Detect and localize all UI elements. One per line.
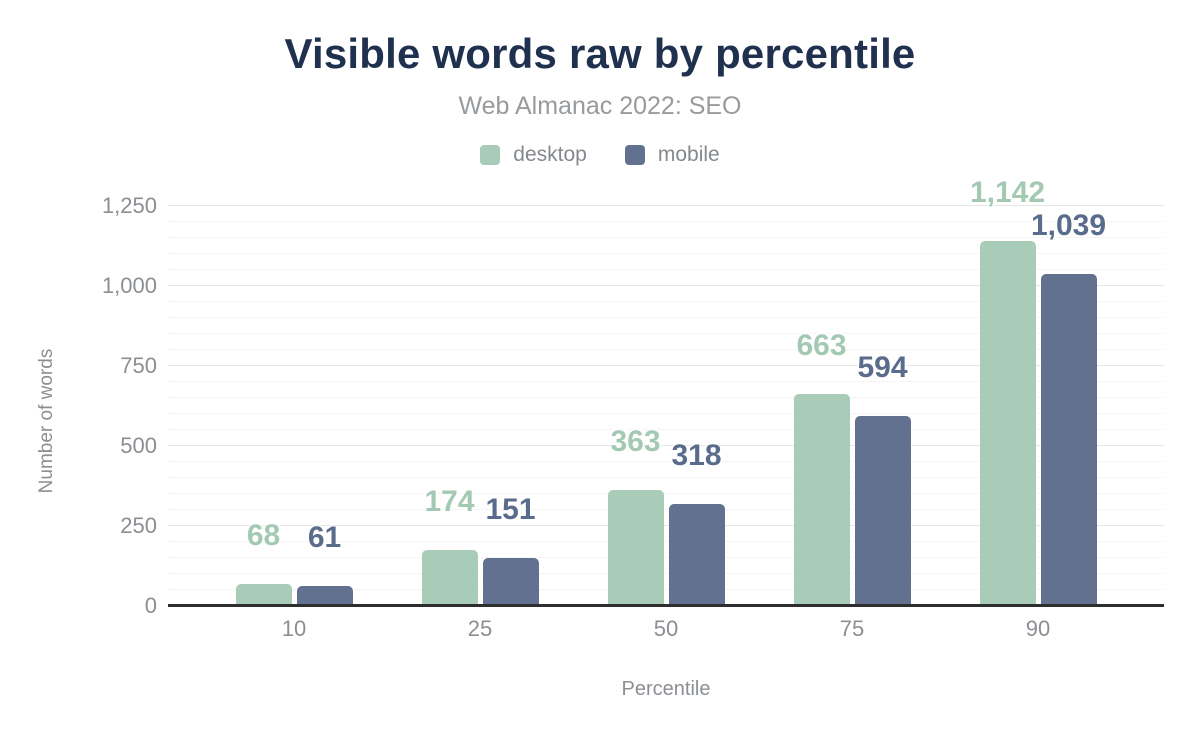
legend: desktop mobile <box>0 143 1200 167</box>
value-label-desktop-p75: 663 <box>796 329 847 362</box>
major-gridline <box>168 365 1164 366</box>
minor-gridline <box>168 573 1164 574</box>
value-label-mobile-p10: 61 <box>307 521 342 554</box>
desktop-swatch-icon <box>480 145 501 165</box>
x-axis-title: Percentile <box>621 678 711 700</box>
y-tick-label: 1,000 <box>101 273 157 298</box>
major-gridline <box>168 445 1164 446</box>
x-tick-25: 25 <box>467 616 493 641</box>
bar-mobile-p10[interactable] <box>296 586 353 606</box>
bar-mobile-p50[interactable] <box>668 504 725 606</box>
value-label-mobile-p90: 1,039 <box>1030 209 1107 242</box>
value-label-mobile-p75: 594 <box>857 351 908 384</box>
x-axis-line <box>168 604 1164 607</box>
x-tick-75: 75 <box>839 616 865 641</box>
chart-title: Visible words raw by percentile <box>284 30 916 77</box>
minor-gridline <box>168 589 1164 590</box>
major-gridline <box>168 525 1164 526</box>
legend-item-desktop[interactable]: desktop <box>480 143 587 167</box>
value-label-desktop-p90: 1,142 <box>969 176 1046 209</box>
value-label-desktop-p10: 68 <box>246 519 281 552</box>
minor-gridline <box>168 221 1164 222</box>
bar-desktop-p25[interactable] <box>421 550 478 606</box>
value-label-desktop-p25: 174 <box>424 485 475 518</box>
y-tick-label: 0 <box>144 593 157 618</box>
minor-gridline <box>168 317 1164 318</box>
y-tick-label: 250 <box>120 513 157 538</box>
legend-label-desktop: desktop <box>513 143 587 166</box>
minor-gridline <box>168 253 1164 254</box>
minor-gridline <box>168 333 1164 334</box>
minor-gridline <box>168 381 1164 382</box>
value-label-mobile-p50: 318 <box>671 439 722 472</box>
bar-desktop-p50[interactable] <box>607 490 664 606</box>
bar-desktop-p90[interactable] <box>979 241 1036 606</box>
y-tick-label: 1,250 <box>101 193 157 218</box>
plot-area: 68 61 174 151 363 318 663 594 1,142 1,039 <box>168 178 1164 607</box>
minor-gridline <box>168 413 1164 414</box>
bar-mobile-p75[interactable] <box>854 416 911 606</box>
major-gridline <box>168 285 1164 286</box>
chart-subtitle: Web Almanac 2022: SEO <box>458 92 742 120</box>
value-label-mobile-p25: 151 <box>485 493 536 526</box>
minor-gridline <box>168 557 1164 558</box>
legend-item-mobile[interactable]: mobile <box>624 143 720 167</box>
legend-label-mobile: mobile <box>657 143 720 166</box>
minor-gridline <box>168 541 1164 542</box>
minor-gridline <box>168 301 1164 302</box>
y-axis-title: Number of words <box>36 348 57 494</box>
mobile-swatch-icon <box>624 145 645 165</box>
minor-gridline <box>168 477 1164 478</box>
major-gridline <box>168 205 1164 206</box>
y-tick-label: 750 <box>120 353 157 378</box>
minor-gridline <box>168 493 1164 494</box>
minor-gridline <box>168 397 1164 398</box>
x-tick-90: 90 <box>1025 616 1051 641</box>
minor-gridline <box>168 509 1164 510</box>
x-tick-10: 10 <box>281 616 307 641</box>
minor-gridline <box>168 237 1164 238</box>
y-tick-label: 500 <box>120 433 157 458</box>
minor-gridline <box>168 269 1164 270</box>
minor-gridline <box>168 429 1164 430</box>
bar-mobile-p90[interactable] <box>1040 274 1097 606</box>
bar-desktop-p10[interactable] <box>235 584 292 606</box>
minor-gridline <box>168 349 1164 350</box>
minor-gridline <box>168 461 1164 462</box>
bar-mobile-p25[interactable] <box>482 558 539 606</box>
x-tick-50: 50 <box>653 616 679 641</box>
value-label-desktop-p50: 363 <box>610 425 661 458</box>
bar-desktop-p75[interactable] <box>793 394 850 606</box>
